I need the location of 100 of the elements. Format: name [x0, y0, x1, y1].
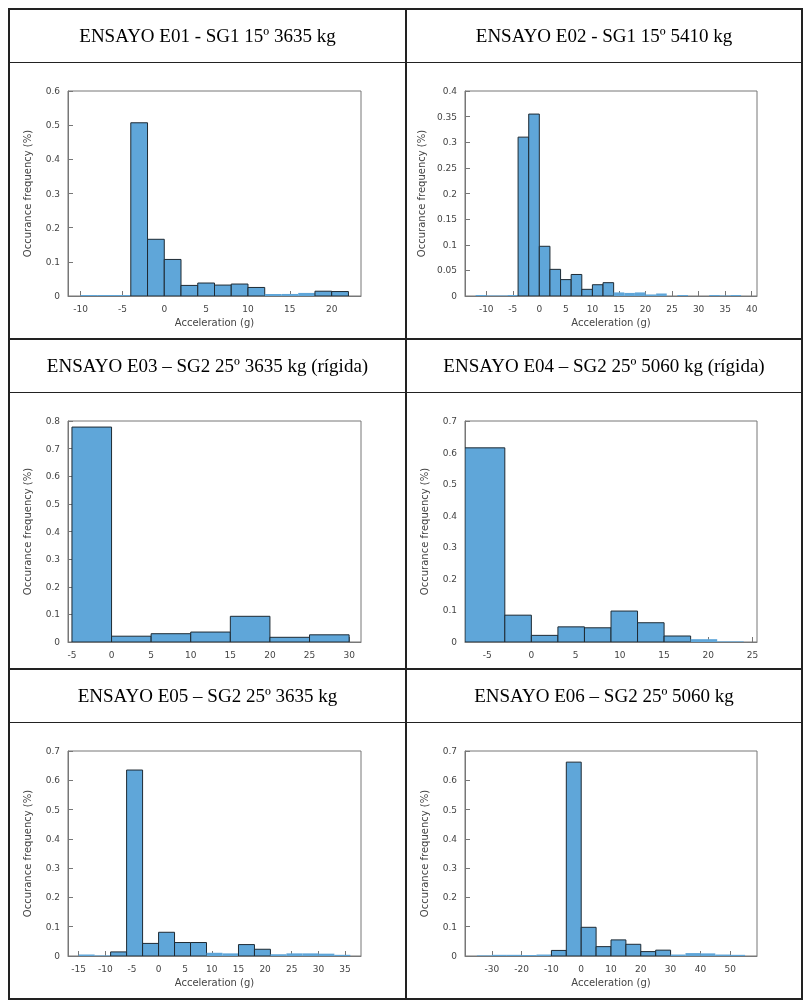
x-tick-label: 30 — [343, 649, 356, 660]
y-tick-label: 0.1 — [442, 605, 457, 616]
x-tick-label: 5 — [563, 303, 569, 314]
x-tick-label: -5 — [127, 963, 137, 974]
x-tick-label: -5 — [482, 649, 492, 660]
y-tick-label: 0 — [54, 291, 61, 301]
x-tick-label: 30 — [664, 963, 677, 974]
y-tick-label: 0.4 — [442, 510, 458, 521]
x-tick-label: 0 — [161, 303, 168, 314]
chart-title: ENSAYO E02 - SG1 15º 5410 kg — [407, 10, 801, 63]
y-tick-label: 0.2 — [45, 222, 60, 233]
y-tick-label: 0.3 — [442, 542, 457, 553]
y-tick-label: 0.3 — [45, 188, 60, 199]
y-tick-label: 0.1 — [45, 256, 60, 267]
chart-title: ENSAYO E01 - SG1 15º 3635 kg — [10, 10, 405, 63]
y-tick-label: 0.1 — [45, 609, 60, 620]
y-tick-label: 0.6 — [45, 775, 61, 786]
x-tick-label: -10 — [544, 963, 560, 974]
y-tick-label: 0.6 — [442, 447, 458, 458]
y-tick-label: 0.7 — [442, 416, 457, 426]
y-tick-label: 0.6 — [442, 775, 458, 786]
x-tick-label: -20 — [514, 963, 530, 974]
y-tick-label: 0.3 — [442, 863, 457, 874]
y-axis-title: Occurance frequency (%) — [418, 789, 430, 918]
y-axis-title: Occurance frequency (%) — [21, 467, 33, 596]
y-axis-title: Occurance frequency (%) — [21, 789, 33, 918]
x-tick-label: 15 — [224, 649, 237, 660]
x-tick-label: 20 — [325, 303, 338, 314]
x-tick-label: 5 — [203, 303, 209, 314]
x-tick-label: -15 — [71, 963, 87, 974]
y-axis-title: Occurance frequency (%) — [415, 129, 427, 258]
y-axis-title: Occurance frequency (%) — [418, 467, 430, 596]
x-tick-label: 25 — [286, 963, 298, 974]
y-tick-label: 0.5 — [442, 479, 457, 490]
y-tick-label: 0 — [451, 951, 458, 961]
y-tick-label: 0.2 — [442, 573, 457, 584]
x-axis-title: Acceleration (g) — [174, 317, 255, 329]
y-tick-label: 0.2 — [45, 581, 60, 592]
x-tick-label: 25 — [746, 649, 759, 660]
y-tick-label: 0.2 — [442, 188, 457, 199]
x-axis-title: Acceleration (g) — [174, 977, 255, 989]
chart-title: ENSAYO E05 – SG2 25º 3635 kg — [10, 670, 405, 723]
x-tick-label: 35 — [719, 303, 731, 314]
y-tick-label: 0.3 — [442, 137, 457, 148]
x-tick-label: 5 — [572, 649, 579, 660]
x-tick-label: 30 — [692, 303, 705, 314]
y-tick-label: 0.4 — [442, 833, 458, 844]
y-tick-label: 0.7 — [45, 443, 60, 454]
x-tick-label: 20 — [635, 963, 647, 974]
y-tick-label: 0.4 — [442, 86, 458, 96]
y-tick-label: 0.35 — [436, 111, 457, 122]
x-tick-label: 10 — [605, 963, 617, 974]
x-tick-label: 40 — [745, 303, 758, 314]
x-tick-label: 15 — [658, 649, 670, 660]
x-tick-label: 20 — [702, 649, 715, 660]
y-axis-title: Occurance frequency (%) — [21, 129, 33, 258]
y-tick-label: 0.8 — [45, 416, 61, 426]
y-tick-label: 0.3 — [45, 863, 60, 874]
x-tick-label: -10 — [73, 303, 89, 314]
x-tick-label: 5 — [182, 963, 189, 974]
x-tick-label: 10 — [586, 303, 599, 314]
x-tick-label: -5 — [508, 303, 518, 314]
x-tick-label: -10 — [478, 303, 494, 314]
x-tick-label: 15 — [232, 963, 245, 974]
x-tick-label: 20 — [264, 649, 276, 660]
x-tick-label: 0 — [108, 649, 115, 660]
chart-title: ENSAYO E03 – SG2 25º 3635 kg (rígida) — [10, 340, 405, 393]
y-tick-label: 0.6 — [45, 86, 61, 96]
y-tick-label: 0 — [451, 637, 458, 647]
y-tick-label: 0.5 — [45, 804, 60, 815]
chart-title: ENSAYO E04 – SG2 25º 5060 kg (rígida) — [407, 340, 801, 393]
y-tick-label: 0.2 — [45, 892, 60, 903]
y-tick-label: 0.15 — [436, 214, 457, 225]
y-tick-label: 0.4 — [45, 526, 61, 537]
y-tick-label: 0.4 — [45, 833, 61, 844]
x-tick-label: 20 — [639, 303, 652, 314]
y-tick-label: 0.7 — [442, 746, 457, 756]
x-tick-label: -5 — [67, 649, 77, 660]
x-tick-label: 15 — [613, 303, 625, 314]
x-tick-label: 5 — [148, 649, 155, 660]
y-tick-label: 0 — [54, 951, 61, 961]
y-tick-label: 0.25 — [436, 162, 457, 173]
y-tick-label: 0.6 — [45, 471, 61, 482]
y-tick-label: 0.5 — [442, 804, 457, 815]
y-tick-label: 0.5 — [45, 498, 60, 509]
x-tick-label: 15 — [284, 303, 296, 314]
x-tick-label: 0 — [528, 649, 535, 660]
y-tick-label: 0.7 — [45, 746, 60, 756]
y-tick-label: 0 — [451, 291, 458, 301]
x-tick-label: 10 — [185, 649, 197, 660]
x-tick-label: -30 — [484, 963, 500, 974]
x-tick-label: 10 — [242, 303, 254, 314]
y-tick-label: 0.05 — [436, 265, 457, 276]
y-tick-label: 0.1 — [442, 239, 457, 250]
x-tick-label: 40 — [694, 963, 707, 974]
x-tick-label: 10 — [614, 649, 626, 660]
y-tick-label: 0.3 — [45, 554, 60, 565]
x-tick-label: 30 — [312, 963, 325, 974]
x-tick-label: 0 — [578, 963, 585, 974]
x-tick-label: 20 — [259, 963, 272, 974]
